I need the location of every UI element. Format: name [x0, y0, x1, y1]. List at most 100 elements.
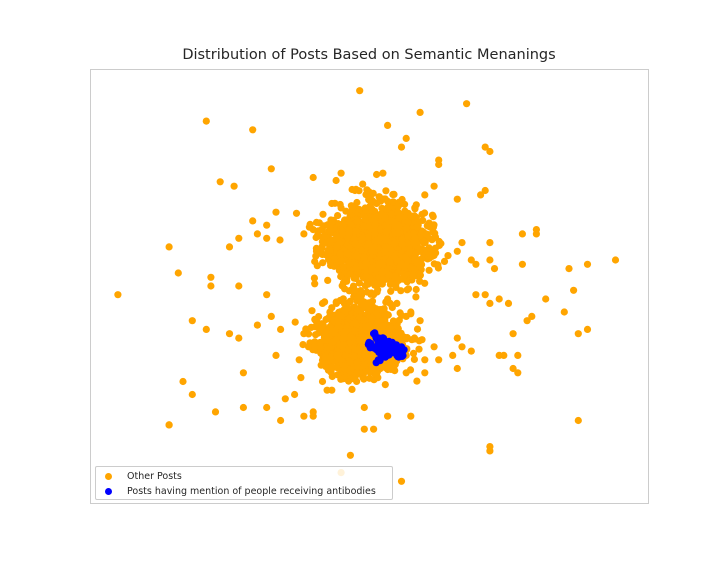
data-point-other: [356, 87, 364, 95]
data-point-other: [351, 240, 359, 248]
data-point-other: [319, 210, 327, 218]
data-point-other: [324, 276, 332, 284]
data-point-other: [407, 212, 415, 220]
data-point-other: [360, 375, 368, 383]
data-point-other: [207, 282, 215, 290]
data-point-other: [385, 271, 393, 279]
data-point-other: [345, 226, 353, 234]
data-point-other: [402, 312, 410, 320]
data-point-other: [353, 369, 361, 377]
data-point-other: [361, 206, 370, 214]
data-point-other: [381, 381, 389, 389]
data-point-other: [421, 191, 429, 199]
data-point-other: [312, 244, 320, 252]
data-point-other: [431, 233, 439, 242]
data-point-other: [518, 230, 527, 238]
data-point-other: [357, 300, 365, 308]
data-point-other: [291, 318, 299, 326]
data-point-other: [295, 356, 303, 364]
data-point-other: [225, 330, 234, 338]
data-point-other: [337, 272, 345, 281]
data-point-other: [318, 377, 327, 386]
data-point-other: [337, 169, 345, 177]
data-point-other: [342, 327, 350, 335]
data-point-other: [263, 291, 271, 299]
data-point-other: [355, 345, 363, 354]
data-point-other: [337, 312, 345, 320]
chart-title: Distribution of Posts Based on Semantic …: [182, 47, 556, 63]
data-point-other: [362, 259, 370, 267]
data-point-other: [360, 222, 368, 230]
data-point-other: [390, 240, 398, 248]
data-point-other: [458, 239, 466, 247]
data-point-other: [339, 263, 348, 271]
data-point-other: [114, 291, 122, 299]
data-point-other: [165, 243, 173, 251]
data-point-other: [306, 220, 314, 228]
data-point-other: [225, 243, 234, 251]
data-point-other: [327, 368, 335, 377]
legend-entry-other-posts: Other Posts: [105, 469, 182, 483]
data-point-other: [467, 347, 475, 355]
data-point-other: [384, 197, 392, 205]
data-point-other: [309, 412, 317, 420]
data-point-other: [371, 229, 379, 238]
data-point-other: [207, 273, 215, 281]
data-point-other: [360, 403, 368, 412]
data-point-other: [351, 186, 359, 195]
data-point-other: [449, 351, 457, 359]
data-point-other: [338, 256, 346, 265]
data-point-other: [416, 271, 424, 279]
data-point-other: [267, 312, 275, 320]
data-point-other: [370, 291, 378, 299]
data-point-antibody: [380, 334, 388, 342]
data-point-other: [348, 375, 356, 383]
data-point-other: [453, 195, 461, 203]
data-point-other: [410, 334, 419, 342]
data-point-other: [267, 165, 275, 173]
data-point-other: [418, 336, 426, 344]
data-point-other: [360, 425, 368, 433]
data-point-other: [332, 176, 340, 185]
data-point-other: [371, 215, 379, 223]
data-point-other: [333, 351, 341, 359]
data-point-other: [400, 262, 408, 271]
data-point-other: [453, 247, 461, 255]
data-point-other: [364, 240, 372, 248]
data-point-other: [174, 269, 182, 277]
data-point-other: [291, 390, 299, 399]
data-point-other: [425, 266, 433, 274]
data-point-other: [412, 201, 420, 209]
data-point-other: [570, 286, 578, 294]
data-point-other: [389, 198, 397, 206]
data-point-other: [370, 425, 378, 433]
data-point-other: [318, 250, 326, 258]
data-point-other: [347, 333, 355, 341]
data-point-other: [387, 210, 396, 218]
data-point-other: [334, 371, 342, 379]
data-point-other: [381, 248, 389, 256]
data-point-other: [565, 265, 573, 273]
data-point-other: [373, 319, 381, 327]
data-point-antibody: [387, 342, 395, 351]
data-point-other: [423, 222, 431, 230]
data-point-other: [333, 233, 341, 241]
data-point-other: [326, 246, 334, 254]
data-point-other: [528, 312, 536, 320]
data-point-other: [202, 325, 210, 333]
data-point-other: [365, 299, 373, 307]
data-point-other: [395, 276, 403, 284]
data-point-other: [412, 285, 420, 294]
data-point-other: [188, 317, 196, 325]
data-point-other: [373, 170, 381, 179]
data-point-other: [337, 204, 345, 212]
data-point-other: [402, 134, 410, 142]
data-point-other: [435, 160, 443, 169]
data-point-other: [188, 390, 196, 399]
data-point-other: [394, 208, 402, 216]
data-point-other: [379, 169, 387, 177]
data-point-other: [387, 287, 395, 295]
data-point-other: [211, 408, 220, 416]
data-point-other: [350, 327, 359, 335]
